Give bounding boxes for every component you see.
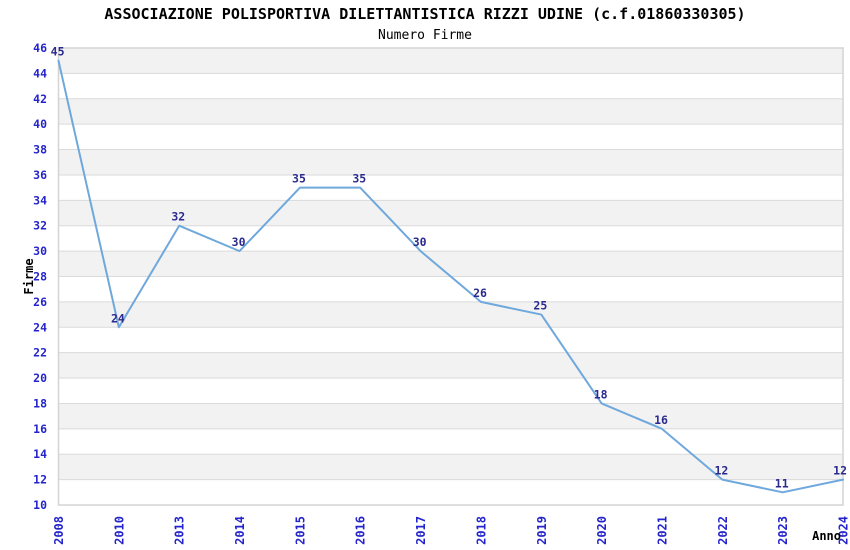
x-axis-tick-label: 2022 bbox=[716, 516, 730, 545]
plot-band bbox=[58, 352, 843, 379]
x-axis-tick-label: 2021 bbox=[655, 516, 669, 545]
series-line bbox=[57, 59, 844, 494]
x-axis-title: Anno bbox=[812, 529, 841, 543]
data-label: 35 bbox=[352, 172, 366, 186]
plot-band bbox=[58, 301, 843, 328]
data-label: 25 bbox=[533, 299, 547, 313]
plot-band bbox=[58, 48, 843, 74]
y-axis-tick-label: 34 bbox=[33, 193, 47, 207]
x-axis-tick-label: 2008 bbox=[52, 516, 66, 545]
chart-title: ASSOCIAZIONE POLISPORTIVA DILETTANTISTIC… bbox=[104, 5, 746, 23]
x-axis-tick-label: 2023 bbox=[776, 516, 790, 545]
x-axis-tick-label: 2017 bbox=[414, 516, 428, 545]
data-label: 30 bbox=[232, 235, 246, 249]
y-axis-tick-label: 44 bbox=[33, 66, 47, 80]
x-axis-tick-label: 2010 bbox=[112, 516, 126, 545]
plot-band bbox=[58, 98, 843, 125]
chart-subtitle: Numero Firme bbox=[378, 28, 472, 43]
data-label: 35 bbox=[292, 172, 306, 186]
x-axis-tick-label: 2018 bbox=[474, 516, 488, 545]
data-label: 16 bbox=[654, 413, 668, 427]
data-label: 12 bbox=[833, 464, 847, 478]
y-axis-tick-label: 16 bbox=[33, 422, 47, 436]
x-axis-tick-label: 2013 bbox=[173, 516, 187, 545]
y-axis-tick-label: 14 bbox=[33, 447, 47, 461]
data-label: 12 bbox=[714, 464, 728, 478]
plot-band bbox=[58, 403, 843, 429]
x-axis-tick-label: 2015 bbox=[293, 516, 307, 545]
y-axis-tick-label: 28 bbox=[33, 270, 47, 284]
plot-band bbox=[58, 200, 843, 226]
data-label: 32 bbox=[171, 210, 185, 224]
y-axis-tick-label: 46 bbox=[33, 41, 47, 55]
y-axis-tick-label: 40 bbox=[33, 117, 47, 131]
y-axis-tick-label: 26 bbox=[33, 295, 47, 309]
y-axis-tick-label: 12 bbox=[33, 473, 47, 487]
y-axis-tick-label: 22 bbox=[33, 346, 47, 360]
y-axis-tick-label: 38 bbox=[33, 143, 47, 157]
y-axis-tick-label: 32 bbox=[33, 219, 47, 233]
plot-band bbox=[58, 454, 843, 480]
plot-band bbox=[58, 251, 843, 277]
plot-band bbox=[58, 149, 843, 175]
y-axis-title: Firme bbox=[22, 258, 36, 294]
x-axis-tick-label: 2024 bbox=[837, 516, 850, 545]
y-axis-tick-label: 20 bbox=[33, 371, 47, 385]
y-axis-tick-label: 30 bbox=[33, 244, 47, 258]
x-axis-tick-label: 2014 bbox=[233, 516, 247, 545]
y-axis-tick-label: 36 bbox=[33, 168, 47, 182]
x-axis-tick-label: 2016 bbox=[354, 516, 368, 545]
data-label: 26 bbox=[473, 286, 487, 300]
plot-border bbox=[57, 47, 844, 506]
data-label: 11 bbox=[775, 476, 789, 490]
y-axis-tick-label: 10 bbox=[33, 498, 47, 512]
data-label: 30 bbox=[413, 235, 427, 249]
data-label: 45 bbox=[51, 45, 65, 59]
data-label: 18 bbox=[594, 387, 608, 401]
y-axis-tick-label: 42 bbox=[33, 92, 47, 106]
x-axis-tick-label: 2019 bbox=[535, 516, 549, 545]
y-axis-tick-label: 18 bbox=[33, 396, 47, 410]
y-axis-tick-label: 24 bbox=[33, 320, 47, 334]
data-label: 24 bbox=[111, 311, 125, 325]
x-axis-tick-label: 2020 bbox=[595, 516, 609, 545]
